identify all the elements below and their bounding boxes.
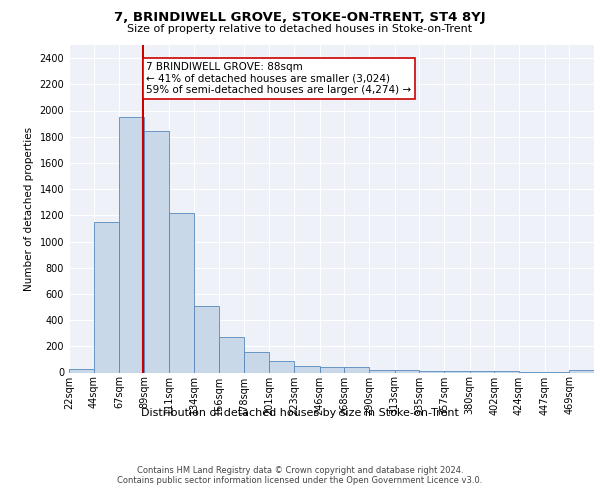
Bar <box>144 132 169 372</box>
Text: Contains public sector information licensed under the Open Government Licence v3: Contains public sector information licen… <box>118 476 482 485</box>
Bar <box>94 222 119 372</box>
Bar <box>569 370 594 372</box>
Text: Contains HM Land Registry data © Crown copyright and database right 2024.: Contains HM Land Registry data © Crown c… <box>137 466 463 475</box>
Bar <box>470 371 494 372</box>
Bar <box>444 370 470 372</box>
Bar <box>219 337 244 372</box>
Bar <box>419 370 444 372</box>
Text: Size of property relative to detached houses in Stoke-on-Trent: Size of property relative to detached ho… <box>127 24 473 34</box>
Text: 7 BRINDIWELL GROVE: 88sqm
← 41% of detached houses are smaller (3,024)
59% of se: 7 BRINDIWELL GROVE: 88sqm ← 41% of detac… <box>146 62 412 95</box>
Bar <box>369 370 395 372</box>
Bar <box>119 117 144 372</box>
Y-axis label: Number of detached properties: Number of detached properties <box>24 126 34 291</box>
Bar <box>344 368 369 372</box>
Bar <box>294 366 320 372</box>
Bar <box>494 371 519 372</box>
Bar <box>194 306 219 372</box>
Bar <box>69 368 94 372</box>
Bar <box>320 368 344 372</box>
Text: 7, BRINDIWELL GROVE, STOKE-ON-TRENT, ST4 8YJ: 7, BRINDIWELL GROVE, STOKE-ON-TRENT, ST4… <box>114 11 486 24</box>
Text: Distribution of detached houses by size in Stoke-on-Trent: Distribution of detached houses by size … <box>141 408 459 418</box>
Bar <box>269 360 294 372</box>
Bar <box>244 352 269 372</box>
Bar <box>169 212 194 372</box>
Bar <box>395 370 419 372</box>
